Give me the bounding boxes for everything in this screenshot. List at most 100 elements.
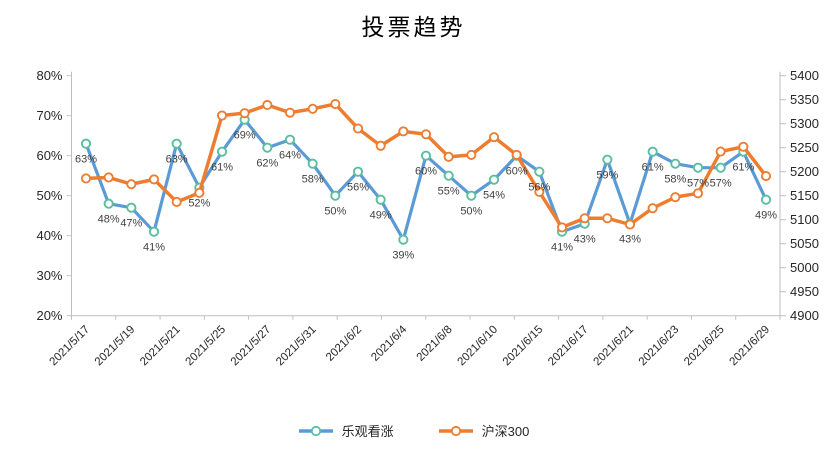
optimistic-data-label: 49% [370, 210, 392, 222]
hs300-data-point-marker [556, 222, 568, 233]
hs300-data-point-marker [262, 99, 273, 111]
hs300-data-point-marker [307, 103, 318, 114]
hs300-data-point-marker [148, 174, 160, 185]
hs300-data-point-marker [443, 151, 454, 162]
optimistic-data-point-marker [126, 202, 137, 213]
hs300-data-point-marker [330, 98, 341, 110]
optimistic-data-label: 49% [755, 210, 777, 222]
x-axis-date-label: 2021/6/15 [501, 324, 546, 369]
x-axis-date-label: 2021/5/17 [47, 324, 92, 369]
optimistic-data-point-marker [171, 138, 182, 149]
optimistic-data-label: 61% [211, 162, 233, 174]
optimistic-data-label: 69% [234, 130, 256, 142]
hs300-data-point-marker [194, 187, 205, 198]
optimistic-data-label: 54% [483, 190, 505, 202]
hs300-data-point-marker [103, 172, 114, 183]
legend-marker-optimistic-icon [298, 425, 333, 436]
optimistic-data-label: 63% [75, 154, 97, 166]
optimistic-data-label: 43% [574, 234, 596, 246]
optimistic-data-label: 64% [279, 150, 301, 162]
hs300-data-point-marker [715, 146, 726, 157]
right-axis-tick-label: 5300 [790, 116, 819, 131]
x-axis-date-label: 2021/5/27 [229, 324, 274, 369]
hs300-data-point-marker [352, 123, 364, 134]
optimistic-data-label: 60% [415, 166, 437, 178]
optimistic-data-point-marker [443, 170, 454, 181]
optimistic-data-label: 60% [506, 166, 528, 178]
optimistic-data-point-marker [602, 154, 613, 165]
hs300-data-point-marker [647, 203, 658, 214]
x-axis-date-label: 2021/6/21 [591, 324, 636, 369]
left-axis-tick-label: 70% [36, 108, 62, 123]
hs300-data-point-marker [466, 149, 477, 160]
hs300-data-point-marker [420, 129, 432, 140]
optimistic-data-point-marker [420, 150, 432, 161]
hs300-data-point-marker [284, 107, 296, 118]
x-axis-date-label: 2021/6/29 [727, 324, 772, 369]
hs300-data-point-marker [488, 132, 500, 143]
x-axis-date-label: 2021/5/25 [183, 324, 228, 369]
optimistic-data-point-marker [216, 146, 228, 157]
chart-title: 投票趋势 [361, 15, 466, 40]
right-axis-tick-label: 5050 [790, 236, 819, 251]
optimistic-data-point-marker [398, 234, 409, 245]
legend-label-optimistic: 乐观看涨 [341, 424, 394, 439]
hs300-data-point-marker [670, 192, 681, 203]
optimistic-data-point-marker [692, 162, 704, 173]
optimistic-data-point-marker [647, 146, 658, 157]
right-axis-tick-label: 5400 [790, 68, 819, 83]
optimistic-data-point-marker [80, 138, 92, 149]
left-axis-tick-label: 30% [36, 268, 62, 283]
x-axis-date-label: 2021/6/8 [415, 324, 455, 364]
optimistic-data-label: 39% [392, 250, 414, 262]
optimistic-data-label: 41% [551, 242, 573, 254]
hs300-data-point-marker [624, 219, 636, 230]
x-axis-date-label: 2021/6/23 [637, 324, 682, 369]
right-axis-tick-label: 4900 [790, 308, 819, 323]
right-axis-tick-label: 5200 [790, 164, 819, 179]
right-axis-tick-label: 5150 [790, 188, 819, 203]
optimistic-data-label: 52% [188, 198, 210, 210]
hs300-data-point-marker [579, 213, 590, 224]
optimistic-data-label: 56% [347, 182, 369, 194]
optimistic-data-point-marker [307, 158, 318, 169]
optimistic-data-point-marker [103, 198, 114, 209]
optimistic-data-point-marker [148, 226, 160, 237]
hs300-data-point-marker [398, 126, 409, 137]
optimistic-data-label: 55% [438, 186, 460, 198]
optimistic-data-label: 43% [619, 234, 641, 246]
hs300-data-point-marker [692, 188, 704, 199]
chart-legend: 乐观看涨 沪深300 [0, 421, 827, 440]
x-axis-date-label: 2021/5/19 [93, 324, 138, 369]
right-axis-tick-label: 5250 [790, 140, 819, 155]
left-axis-tick-label: 20% [36, 308, 62, 323]
optimistic-data-point-marker [330, 190, 341, 201]
optimistic-data-point-marker [284, 134, 296, 145]
x-axis-date-label: 2021/6/4 [369, 323, 410, 364]
optimistic-data-label: 57% [687, 178, 709, 190]
hs300-data-point-marker [375, 140, 386, 151]
optimistic-data-point-marker [760, 194, 772, 205]
optimistic-data-label: 62% [256, 158, 278, 170]
optimistic-data-point-marker [488, 174, 500, 185]
optimistic-data-label: 47% [120, 218, 142, 230]
optimistic-data-label: 61% [732, 162, 754, 174]
left-axis-tick-label: 50% [36, 188, 62, 203]
optimistic-data-label: 57% [710, 178, 732, 190]
optimistic-data-point-marker [466, 190, 477, 201]
hs300-data-point-marker [760, 170, 772, 182]
optimistic-data-label: 56% [528, 182, 550, 194]
hs300-data-point-marker [80, 173, 92, 184]
chart-plot-area: 20% 30% 40% 50% 60% 70% 80% 4900 4950 5000 5050 510… [36, 68, 819, 369]
optimistic-data-label: 50% [460, 206, 482, 218]
left-axis-tick-label: 40% [36, 228, 62, 243]
optimistic-data-label: 58% [302, 174, 324, 186]
optimistic-data-label: 48% [98, 214, 120, 226]
right-axis-tick-label: 4950 [790, 284, 819, 299]
optimistic-data-point-marker [262, 142, 273, 153]
optimistic-data-point-marker [375, 194, 386, 205]
optimistic-data-point-marker [715, 162, 726, 173]
optimistic-data-point-marker [670, 158, 681, 169]
legend-item-hs300: 沪深300 [438, 421, 529, 440]
x-axis-date-label: 2021/6/10 [455, 324, 500, 369]
